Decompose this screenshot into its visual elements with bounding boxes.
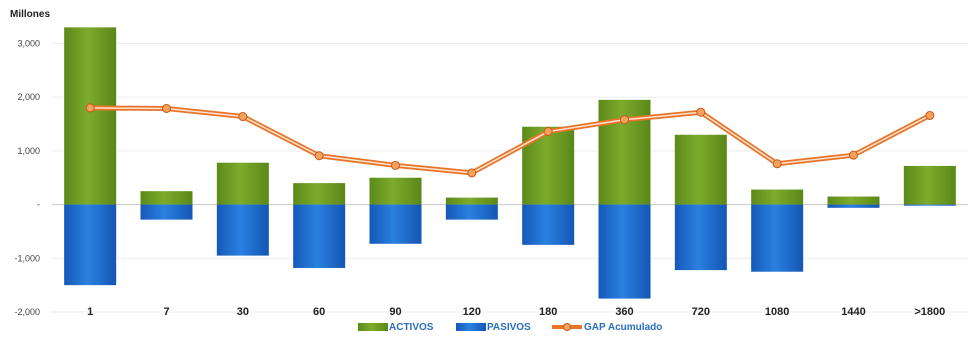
bar-pasivos-3 (293, 204, 346, 268)
y-tick-label: 2,000 (17, 92, 40, 102)
bar-pasivos-10 (827, 204, 880, 208)
gap-line (85, 103, 935, 178)
bar-activos-1 (140, 191, 193, 205)
gap-point-2 (238, 112, 248, 122)
x-category-label: 1080 (765, 306, 789, 318)
gap-point-8 (696, 107, 706, 117)
y-tick-label: -2,000 (14, 307, 40, 317)
bar-activos-11 (903, 165, 956, 205)
y-axis-ticks: 3,000 2,000 1,000 - -1,000 -2,000 (14, 38, 40, 317)
gap-point-10 (849, 150, 858, 160)
bar-activos-9 (751, 189, 804, 205)
legend-swatch-pasivos (456, 323, 486, 331)
gap-line-inner (90, 107, 931, 174)
x-category-label: 180 (539, 306, 557, 318)
bar-activos-6 (522, 126, 575, 205)
y-tick-label: 3,000 (17, 38, 40, 48)
bar-activos-2 (216, 162, 269, 205)
gap-point-6 (543, 127, 553, 137)
bar-pasivos-4 (369, 204, 422, 244)
x-axis-categories: 1 7 30 60 90 120 180 360 720 1080 1440 >1800 (87, 306, 945, 318)
bar-pasivos-1 (140, 204, 193, 220)
y-tick-label: 1,000 (17, 146, 40, 156)
x-category-label: 360 (615, 306, 633, 318)
x-category-label: >1800 (914, 306, 945, 318)
bar-activos-5 (445, 197, 498, 205)
y-tick-label: -1,000 (14, 253, 40, 263)
gap-point-3 (314, 151, 324, 161)
legend-label: ACTIVOS (389, 322, 434, 333)
gap-line-outer (90, 105, 931, 176)
x-category-label: 90 (389, 306, 401, 318)
x-category-label: 1 (87, 306, 93, 318)
bar-pasivos-11 (903, 204, 956, 206)
legend-swatch-activos (358, 323, 388, 331)
bar-activos-10 (827, 196, 880, 205)
bar-pasivos-9 (751, 204, 804, 272)
x-category-label: 120 (463, 306, 481, 318)
y-tick-label: - (37, 200, 40, 210)
gap-point-9 (772, 159, 782, 169)
gap-point-11 (925, 110, 935, 120)
grid-lines (52, 42, 968, 313)
bar-pasivos-2 (216, 204, 269, 256)
legend: ACTIVOS PASIVOS GAP Acumulado (358, 322, 662, 333)
bar-pasivos-6 (522, 204, 575, 245)
bar-activos-3 (293, 183, 346, 205)
bar-pasivos-0 (64, 204, 117, 286)
legend-label: PASIVOS (487, 322, 531, 333)
x-category-label: 30 (237, 306, 249, 318)
gap-point-5 (467, 168, 477, 178)
bar-pasivos-8 (674, 204, 727, 271)
bar-activos-4 (369, 177, 422, 205)
bar-activos-8 (674, 134, 727, 205)
gap-point-1 (162, 103, 171, 113)
x-category-label: 7 (163, 306, 169, 318)
x-category-label: 1440 (841, 306, 865, 318)
gap-point-4 (391, 160, 400, 170)
gap-point-0 (85, 103, 95, 113)
legend-label: GAP Acumulado (584, 322, 662, 333)
x-category-label: 60 (313, 306, 325, 318)
legend-marker-gap (563, 323, 571, 331)
x-category-label: 720 (692, 306, 710, 318)
bar-activos-0 (64, 27, 117, 205)
bar-pasivos-7 (598, 204, 651, 299)
gap-point-7 (620, 115, 629, 125)
unit-label: Millones (10, 9, 50, 20)
bar-pasivos-5 (445, 204, 498, 220)
